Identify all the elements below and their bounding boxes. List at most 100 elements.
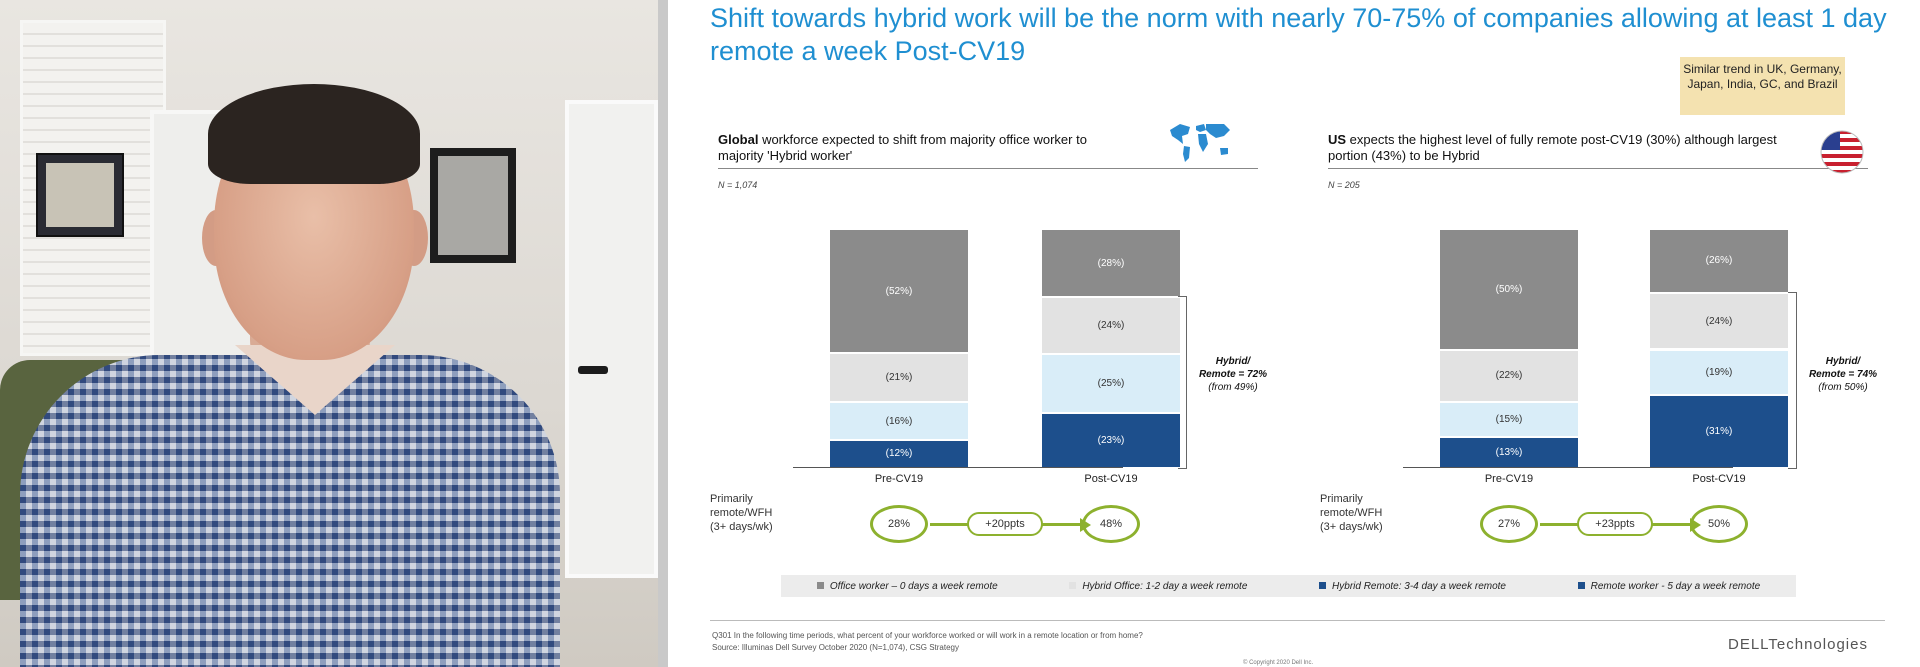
slide-title: Shift towards hybrid work will be the no… — [710, 3, 1887, 66]
bar-value-label: (22%) — [1495, 370, 1523, 382]
dell-logo: DELLTechnologies — [1728, 636, 1868, 653]
bar-value-label: (25%) — [1097, 378, 1125, 390]
hybrid-callout-from: (from 49%) — [1208, 382, 1258, 393]
pane-divider — [658, 0, 668, 667]
chart-x-axis — [793, 467, 1123, 468]
post-remote-ring: 50% — [1690, 505, 1748, 543]
global-sample-size: N = 1,074 — [718, 180, 758, 190]
bar-value-label: (52%) — [885, 285, 913, 297]
bar-segment: (12%) — [830, 438, 968, 467]
room-door — [565, 100, 658, 578]
chart-x-axis — [1403, 467, 1733, 468]
bar-value-label: (15%) — [1495, 413, 1523, 425]
hybrid-callout-title: Hybrid/ — [1215, 356, 1251, 367]
legend-label: Remote worker - 5 day a week remote — [1590, 580, 1761, 592]
bar-segment: (23%) — [1042, 412, 1180, 467]
bar-segment: (25%) — [1042, 353, 1180, 413]
legend-item: Remote worker - 5 day a week remote — [1577, 580, 1761, 592]
bar-segment: (24%) — [1650, 291, 1788, 349]
global-panel-heading: Global workforce expected to shift from … — [718, 132, 1258, 169]
us-sample-size: N = 205 — [1328, 180, 1360, 190]
footnote-source: Source: Illuminas Dell Survey October 20… — [712, 643, 959, 652]
legend-swatch — [1069, 582, 1077, 590]
us-heading-text: expects the highest level of fully remot… — [1328, 132, 1777, 163]
us-heading-bold: US — [1328, 132, 1347, 147]
footnote: Q301 In the following time periods, what… — [712, 630, 1143, 654]
primarily-remote-line: remote/WFH — [1320, 507, 1383, 519]
primarily-remote-line: remote/WFH — [710, 507, 773, 519]
bar-value-label: (13%) — [1495, 447, 1523, 459]
change-pill: +20ppts — [967, 512, 1043, 536]
bar-value-label: (21%) — [885, 372, 913, 384]
bar-value-label: (24%) — [1097, 320, 1125, 332]
change-pill: +23ppts — [1577, 512, 1653, 536]
category-label: Post-CV19 — [1084, 473, 1138, 485]
category-label: Pre-CV19 — [874, 473, 924, 485]
bar-segment: (24%) — [1042, 296, 1180, 354]
bar-segment: (31%) — [1650, 393, 1788, 467]
bar-value-label: (23%) — [1097, 435, 1125, 447]
bar-value-label: (50%) — [1495, 283, 1523, 295]
footer-divider — [710, 620, 1885, 621]
global-heading-bold: Global — [718, 132, 759, 147]
presenter-hair — [208, 84, 420, 184]
webcam-video — [0, 0, 658, 667]
legend-swatch — [1577, 582, 1585, 590]
bar-segment: (13%) — [1440, 436, 1578, 467]
primarily-remote-label: Primarily remote/WFH (3+ days/wk) — [710, 492, 773, 534]
door-handle — [578, 366, 608, 374]
legend-label: Hybrid Office: 1-2 day a week remote — [1082, 580, 1248, 592]
bar-value-label: (19%) — [1705, 366, 1733, 378]
framed-certificate — [36, 153, 124, 237]
footnote-question: Q301 In the following time periods, what… — [712, 631, 1143, 640]
bar-value-label: (31%) — [1705, 425, 1733, 437]
presenter-shirt — [20, 355, 560, 667]
framed-picture — [430, 148, 516, 263]
legend-label: Hybrid Remote: 3-4 day a week remote — [1332, 580, 1506, 592]
primarily-remote-line: Primarily — [710, 493, 753, 505]
hybrid-bracket — [1178, 296, 1187, 469]
legend-label: Office worker – 0 days a week remote — [829, 580, 998, 592]
category-label: Post-CV19 — [1692, 473, 1746, 485]
copyright: © Copyright 2020 Dell Inc. — [1243, 660, 1314, 666]
bar-value-label: (28%) — [1097, 257, 1125, 269]
presentation-slide: Shift towards hybrid work will be the no… — [668, 0, 1920, 667]
bar-segment: (28%) — [1042, 230, 1180, 297]
hybrid-bracket — [1788, 291, 1797, 469]
pre-remote-ring: 28% — [870, 505, 928, 543]
hybrid-remote-callout: Hybrid/Remote = 72% (from 49%) — [1188, 355, 1278, 394]
hybrid-remote-callout: Hybrid/Remote = 74% (from 50%) — [1798, 355, 1888, 394]
bar-segment: (21%) — [830, 352, 968, 402]
hybrid-callout-value: Remote = 74% — [1808, 369, 1878, 380]
hybrid-callout-title: Hybrid/ — [1825, 356, 1861, 367]
bar-segment: (26%) — [1650, 230, 1788, 292]
post-remote-ring: 48% — [1082, 505, 1140, 543]
legend-item: Hybrid Office: 1-2 day a week remote — [1069, 581, 1247, 592]
bar-value-label: (24%) — [1705, 315, 1733, 327]
bar-segment: (22%) — [1440, 348, 1578, 401]
bar-segment: (52%) — [830, 230, 968, 353]
bar-segment: (16%) — [830, 401, 968, 439]
us-panel-heading: US expects the highest level of fully re… — [1328, 132, 1868, 169]
bar-segment: (50%) — [1440, 230, 1578, 349]
category-label: Pre-CV19 — [1484, 473, 1534, 485]
legend-swatch — [1319, 582, 1327, 590]
pre-remote-ring: 27% — [1480, 505, 1538, 543]
legend-item: Office worker – 0 days a week remote — [816, 580, 998, 592]
bar-segment: (19%) — [1650, 348, 1788, 394]
legend-swatch — [816, 582, 824, 590]
hybrid-callout-value: Remote = 72% — [1198, 369, 1268, 380]
chart-legend: Office worker – 0 days a week remote Hybr… — [781, 575, 1796, 597]
hybrid-callout-from: (from 50%) — [1818, 382, 1868, 393]
us-flag-icon — [1820, 130, 1864, 174]
bar-segment: (15%) — [1440, 400, 1578, 437]
primarily-remote-line: (3+ days/wk) — [1320, 521, 1383, 533]
callout-note: Similar trend in UK, Germany, Japan, Ind… — [1680, 57, 1845, 115]
legend-item: Hybrid Remote: 3-4 day a week remote — [1319, 581, 1506, 592]
world-map-icon — [1170, 124, 1230, 162]
global-heading-text: workforce expected to shift from majorit… — [718, 132, 1087, 163]
bar-value-label: (12%) — [885, 448, 913, 460]
primarily-remote-label: Primarily remote/WFH (3+ days/wk) — [1320, 492, 1383, 534]
bar-value-label: (26%) — [1705, 255, 1733, 267]
primarily-remote-line: Primarily — [1320, 493, 1363, 505]
